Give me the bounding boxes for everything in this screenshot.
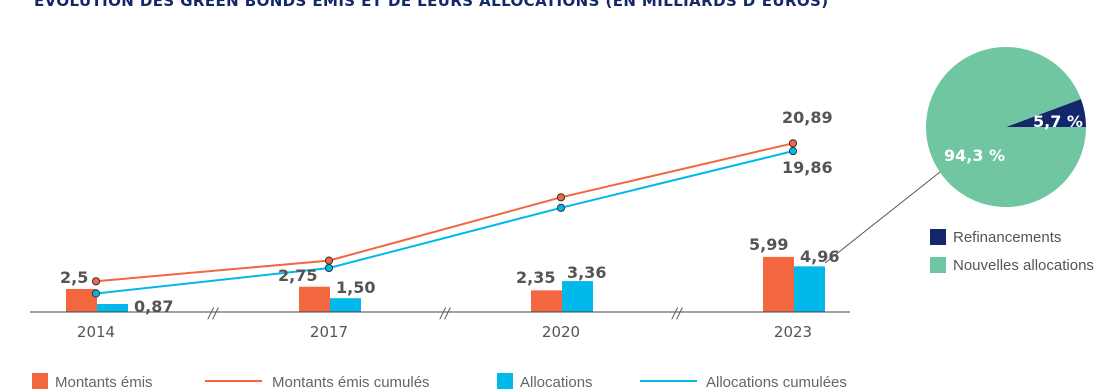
bar-montants-emis — [531, 290, 562, 312]
axis-break-mark: // — [438, 306, 451, 322]
chart-legend: Montants émis Montants émis cumulés Alloca… — [32, 373, 847, 391]
data-label-montants-emis-cumules: 20,89 — [782, 108, 833, 127]
x-tick-label: 2023 — [774, 323, 812, 341]
line-allocations-cumulees-point — [91, 289, 101, 298]
data-label-allocations: 3,36 — [567, 263, 606, 282]
pie-slice-refinancements — [1006, 98, 1086, 127]
data-labels-group: 2,5 2,75 2,35 5,99 0,87 1,50 3,36 4,96 20,89 19,8… — [60, 108, 839, 316]
x-ticks-group: 2014 2017 2020 2023 — [77, 323, 812, 341]
data-label-montants-emis: 2,75 — [278, 266, 317, 285]
legend-swatch-allocations — [497, 373, 513, 389]
bar-montants-emis — [66, 289, 97, 312]
bar-allocations — [794, 266, 825, 312]
line-montants-emis-cumules — [95, 142, 794, 283]
pie-connector-line — [824, 167, 946, 264]
chart-title: ÉVOLUTION DES GREEN BONDS ÉMIS ET DE LEU… — [34, 0, 829, 10]
line-allocations-cumulees-point — [788, 147, 798, 156]
data-label-montants-emis: 2,35 — [516, 268, 555, 287]
data-label-allocations: 0,87 — [134, 297, 173, 316]
data-label-montants-emis: 2,5 — [60, 268, 88, 287]
legend-label-montants-emis: Montants émis — [55, 374, 153, 391]
lines-group — [91, 139, 798, 298]
data-label-allocations: 1,50 — [336, 278, 375, 297]
pie-legend: Refinancements Nouvelles allocations — [930, 229, 1094, 274]
line-allocations-cumulees — [95, 150, 794, 295]
x-tick-label: 2014 — [77, 323, 115, 341]
line-allocations-cumulees-point — [556, 203, 566, 212]
line-allocations-cumulees-point — [324, 263, 334, 273]
bar-montants-emis — [763, 256, 794, 312]
x-tick-label: 2017 — [310, 323, 348, 341]
pie-legend-label: Nouvelles allocations — [953, 257, 1094, 274]
line-montants-emis-cumules-point — [324, 256, 334, 265]
bar-montants-emis — [299, 286, 330, 312]
axis-break-mark: // — [670, 306, 683, 322]
line-montants-emis-cumules-point — [556, 193, 566, 202]
data-label-allocations-cumulees: 19,86 — [782, 158, 833, 177]
line-montants-emis-cumules-point — [91, 277, 101, 286]
axis-break-mark: // — [206, 306, 219, 322]
pie-slice-nouvelles-allocations — [926, 47, 1086, 208]
pie-legend-label: Refinancements — [953, 229, 1061, 246]
legend-label-allocations: Allocations — [520, 374, 593, 391]
pie-group: 5,7 % 94,3 % — [926, 47, 1086, 208]
legend-swatch-montants-emis — [32, 373, 48, 389]
bar-allocations — [562, 281, 593, 312]
data-label-allocations: 4,96 — [800, 247, 839, 266]
legend-label-allocations-cumulees: Allocations cumulées — [706, 374, 847, 391]
legend-label-montants-emis-cumules: Montants émis cumulés — [272, 374, 430, 391]
bar-allocations — [97, 303, 128, 312]
bar-allocations — [330, 298, 361, 312]
pie-label-refinancements: 5,7 % — [1033, 112, 1083, 131]
line-montants-emis-cumules-point — [788, 139, 798, 148]
x-tick-label: 2020 — [542, 323, 580, 341]
data-label-montants-emis: 5,99 — [749, 235, 788, 254]
pie-legend-swatch — [930, 257, 946, 273]
axis-breaks-group: // // // — [206, 306, 683, 322]
bars-group — [66, 256, 825, 312]
pie-legend-swatch — [930, 229, 946, 245]
pie-label-nouvelles-allocations: 94,3 % — [944, 146, 1005, 165]
